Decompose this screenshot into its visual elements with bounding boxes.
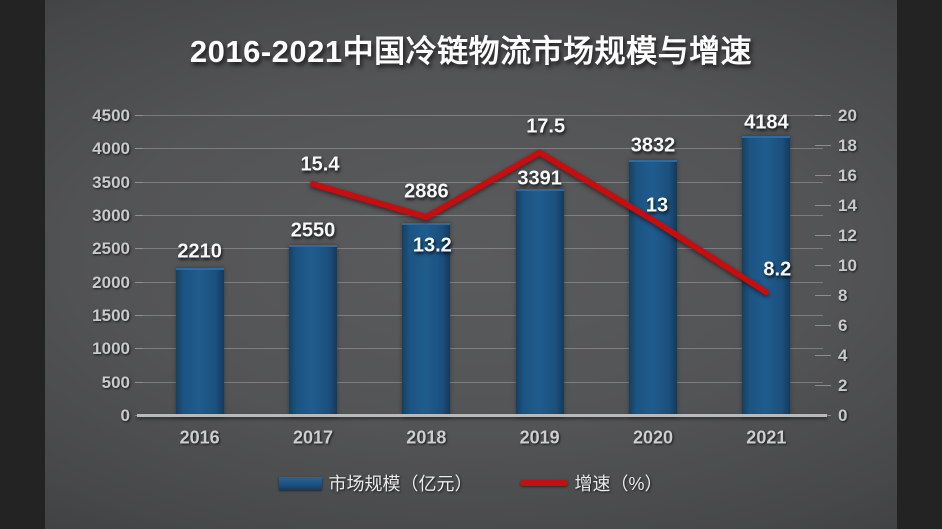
right-axis-tick-label: 0 bbox=[838, 406, 848, 425]
gridline bbox=[143, 381, 823, 383]
line-value-label: 8.2 bbox=[763, 258, 792, 281]
category-label-2016: 2016 bbox=[179, 427, 220, 448]
left-axis-tick bbox=[135, 348, 143, 350]
bar-2017 bbox=[289, 245, 337, 417]
legend: 市场规模（亿元） 增速（%） bbox=[45, 468, 897, 498]
bar-2021 bbox=[742, 136, 791, 417]
gridline bbox=[143, 148, 823, 150]
right-axis-tick bbox=[815, 235, 831, 236]
gridline bbox=[143, 115, 823, 116]
legend-growth-label: 增速（%） bbox=[574, 474, 663, 494]
right-axis-tick bbox=[815, 175, 831, 176]
right-axis-tick-label: 18 bbox=[838, 136, 857, 155]
bar-value-label: 3832 bbox=[630, 134, 676, 157]
gridline bbox=[143, 315, 823, 316]
gridline bbox=[143, 215, 823, 216]
category-label-2018: 2018 bbox=[406, 427, 447, 448]
left-axis-tick-label: 2500 bbox=[92, 239, 130, 259]
left-axis-tick bbox=[135, 248, 143, 250]
gridline bbox=[143, 348, 823, 350]
right-axis-tick bbox=[815, 145, 831, 146]
gridline bbox=[143, 248, 823, 250]
right-axis-tick-label: 4 bbox=[838, 346, 848, 365]
legend-market-size-label: 市场规模（亿元） bbox=[328, 474, 473, 494]
left-axis-tick bbox=[135, 281, 143, 283]
left-axis-tick-label: 0 bbox=[120, 406, 130, 425]
right-axis-tick bbox=[815, 355, 831, 356]
category-label-2019: 2019 bbox=[519, 427, 560, 448]
bar-value-label: 2886 bbox=[404, 180, 449, 203]
left-axis-tick bbox=[135, 181, 143, 183]
line-value-label: 13 bbox=[645, 194, 669, 217]
line-value-label: 13.2 bbox=[412, 234, 452, 257]
left-axis-tick bbox=[135, 115, 143, 116]
bar-value-label: 3391 bbox=[517, 167, 562, 190]
left-axis-tick bbox=[135, 315, 143, 316]
right-axis-tick-label: 12 bbox=[838, 226, 857, 245]
left-axis-tick bbox=[135, 381, 143, 383]
bar-value-label: 2210 bbox=[177, 240, 222, 263]
left-axis-tick-label: 3000 bbox=[92, 206, 130, 225]
legend-item-growth: 增速（%） bbox=[520, 470, 663, 496]
left-axis-tick bbox=[135, 148, 143, 150]
growth-line bbox=[310, 149, 770, 295]
left-axis-tick-label: 3500 bbox=[92, 172, 130, 192]
right-axis-tick bbox=[815, 205, 831, 206]
line-series-swatch-icon bbox=[520, 480, 569, 486]
right-axis-tick-label: 20 bbox=[838, 106, 857, 125]
legend-item-market-size: 市场规模（亿元） bbox=[279, 470, 472, 496]
left-axis-tick-label: 2000 bbox=[92, 272, 130, 292]
line-value-label: 17.5 bbox=[526, 115, 566, 137]
left-axis-tick-label: 500 bbox=[101, 372, 130, 392]
left-axis-tick-label: 4500 bbox=[92, 106, 130, 125]
gridline bbox=[143, 281, 823, 283]
bar-2016 bbox=[175, 267, 224, 417]
bar-value-label: 2550 bbox=[290, 219, 336, 242]
left-axis-tick-label: 1000 bbox=[92, 339, 130, 359]
right-axis-tick bbox=[815, 115, 831, 116]
right-axis-tick-label: 10 bbox=[838, 256, 857, 275]
right-axis-tick bbox=[815, 295, 831, 296]
bar-value-label: 4184 bbox=[744, 111, 789, 134]
bar-2018 bbox=[402, 222, 451, 417]
right-axis-tick bbox=[815, 325, 831, 326]
category-label-2021: 2021 bbox=[746, 427, 787, 448]
category-label-2017: 2017 bbox=[292, 427, 334, 448]
line-value-label: 15.4 bbox=[300, 153, 340, 176]
category-label-2020: 2020 bbox=[632, 427, 674, 448]
right-axis-tick-label: 2 bbox=[838, 376, 848, 395]
x-axis-baseline bbox=[137, 414, 827, 417]
left-axis-tick bbox=[135, 215, 143, 216]
chart-title: 2016-2021中国冷链物流市场规模与增速 bbox=[189, 34, 753, 69]
bar-2020 bbox=[629, 159, 677, 417]
left-axis-tick-label: 4000 bbox=[92, 139, 130, 159]
right-axis-tick-label: 16 bbox=[838, 166, 857, 185]
right-axis-tick-label: 6 bbox=[838, 316, 848, 335]
right-axis-tick bbox=[815, 385, 831, 386]
right-axis-tick-label: 8 bbox=[838, 286, 848, 305]
right-axis-tick bbox=[815, 265, 831, 266]
left-axis-tick-label: 1500 bbox=[92, 306, 130, 325]
right-axis-tick-label: 14 bbox=[838, 196, 857, 215]
bar-2019 bbox=[515, 188, 564, 417]
bar-series-swatch-icon bbox=[279, 476, 323, 490]
